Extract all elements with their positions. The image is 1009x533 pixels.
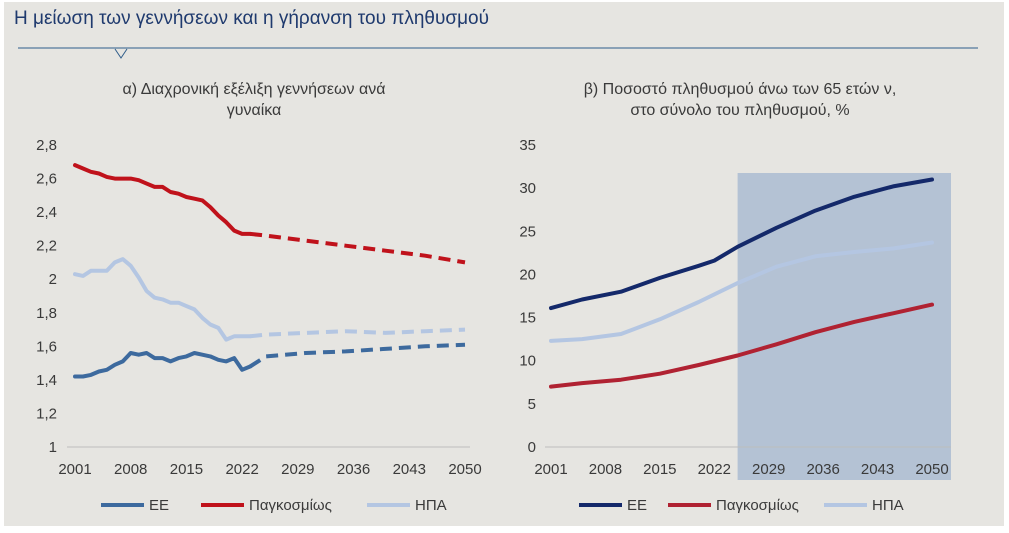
- title-pointer: [114, 48, 128, 59]
- left-y-tick-label: 2,4: [36, 204, 57, 221]
- right-chart-title-line: στο σύνολο του πληθυσμού, %: [630, 102, 849, 119]
- right-y-tick-label: 30: [519, 180, 536, 197]
- left-x-tick-label: 2008: [114, 461, 147, 478]
- left-chart-title-line: γυναίκα: [227, 102, 282, 119]
- left-chart-title-line: α) Διαχρονική εξέλιξη γεννήσεων ανά: [123, 81, 386, 98]
- right-x-tick-label: 2043: [861, 461, 894, 478]
- right-y-tick-label: 0: [528, 439, 536, 456]
- page-title: Η μείωση των γεννήσεων και η γήρανση του…: [14, 8, 490, 29]
- right-x-tick-label: 2036: [806, 461, 839, 478]
- left-y-tick-label: 1,4: [36, 372, 57, 389]
- left-x-tick-label: 2050: [448, 461, 481, 478]
- right-x-tick-label: 2029: [752, 461, 785, 478]
- right-y-tick-label: 35: [519, 137, 536, 154]
- right-chart: β) Ποσοστό πληθυσμού άνω των 65 ετών ν, σ…: [519, 81, 951, 514]
- left-x-tick-label: 2015: [170, 461, 203, 478]
- left-x-tick-label: 2001: [58, 461, 91, 478]
- right-y-tick-label: 10: [519, 353, 536, 370]
- right-legend-label: ΗΠΑ: [872, 497, 904, 514]
- left-series-projection-world: [249, 231, 466, 265]
- left-x-tick-label: 2036: [337, 461, 370, 478]
- left-y-tick-label: 1,6: [36, 338, 57, 355]
- right-series-line-usa: [549, 240, 934, 343]
- left-y-tick-label: 2,2: [36, 238, 57, 255]
- left-legend-label: Παγκοσμίως: [249, 497, 332, 514]
- left-series-projection-ee: [249, 342, 466, 369]
- right-x-tick-label: 2015: [643, 461, 676, 478]
- left-legend-label: ΕΕ: [149, 497, 169, 514]
- left-y-tick-label: 1: [49, 439, 57, 456]
- left-x-tick-label: 2029: [281, 461, 314, 478]
- left-y-tick-label: 2,8: [36, 137, 57, 154]
- right-x-tick-label: 2050: [915, 461, 948, 478]
- right-chart-title-line: β) Ποσοστό πληθυσμού άνω των 65 ετών ν,: [584, 81, 897, 98]
- right-x-tick-label: 2008: [589, 461, 622, 478]
- right-series-line-world_right: [549, 302, 934, 389]
- left-series-projection-usa: [249, 327, 466, 339]
- right-x-tick-label: 2022: [698, 461, 731, 478]
- right-legend-label: Παγκοσμίως: [716, 497, 799, 514]
- right-legend-label: ΕΕ: [627, 497, 647, 514]
- left-y-tick-label: 2,6: [36, 171, 57, 188]
- right-y-tick-label: 20: [519, 266, 536, 283]
- right-x-tick-label: 2001: [534, 461, 567, 478]
- left-y-tick-label: 1,8: [36, 305, 57, 322]
- left-series-line-usa: [73, 257, 253, 342]
- left-chart: α) Διαχρονική εξέλιξη γεννήσεων ανά γυναί…: [36, 81, 482, 514]
- right-series-line-ee_right: [549, 177, 934, 311]
- left-series-line-ee: [73, 351, 253, 379]
- left-y-tick-label: 2: [49, 271, 57, 288]
- left-legend-label: ΗΠΑ: [415, 497, 447, 514]
- left-x-tick-label: 2043: [393, 461, 426, 478]
- right-y-tick-label: 15: [519, 310, 536, 327]
- left-y-tick-label: 1,2: [36, 405, 57, 422]
- left-x-tick-label: 2022: [225, 461, 258, 478]
- right-y-tick-label: 25: [519, 223, 536, 240]
- left-series-line-world: [73, 163, 253, 236]
- right-y-tick-label: 5: [528, 396, 536, 413]
